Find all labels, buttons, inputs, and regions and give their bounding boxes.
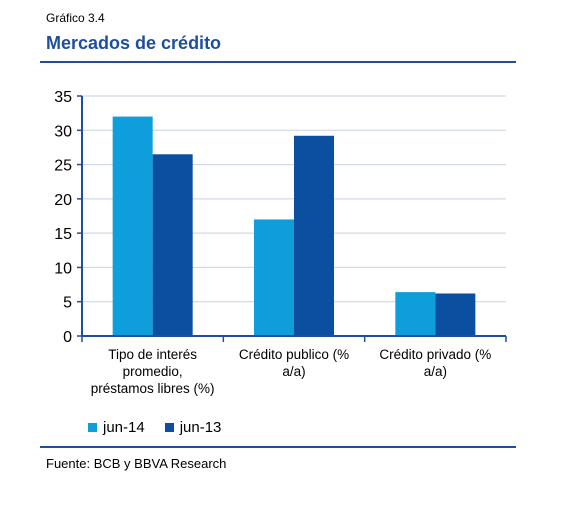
bar-jun-13-0 [152,154,193,336]
chart-title: Mercados de crédito [46,33,222,53]
y-tick-label: 0 [63,329,72,346]
bar-jun-14-2 [395,292,436,336]
y-tick-label: 15 [54,226,72,243]
x-category-labels: Tipo de interés promedio, préstamos libres… [91,347,491,396]
x-category-label: Crédito publico (% [239,347,349,362]
bar-jun-13-1 [294,135,334,336]
bars [112,116,476,336]
y-tick-labels: 0 5 10 15 20 25 30 35 [54,89,82,346]
x-category-label: a/a) [424,364,447,379]
bar-jun-14-0 [112,116,153,336]
y-tick-label: 10 [54,260,72,277]
x-category-label: promedio, [123,364,183,379]
y-tick-label: 30 [54,123,72,140]
legend-swatch-jun13 [164,423,174,432]
legend: jun-14 jun-13 [88,419,241,436]
legend-item-jun14: jun-14 [88,419,145,436]
y-tick-label: 35 [54,89,72,106]
source-note: Fuente: BCB y BBVA Research [46,456,227,471]
chart-number-label: Gráfico 3.4 [46,11,105,25]
axes [81,96,507,342]
x-category-label: a/a) [282,364,305,379]
legend-label-jun13: jun-13 [179,419,222,436]
y-tick-label: 5 [63,295,72,312]
bottom-divider [40,446,516,448]
x-category-label: préstamos libres (%) [91,381,215,396]
legend-item-jun13: jun-13 [164,419,222,436]
bar-chart: 0 5 10 15 20 25 30 35 Tipo de interés promedio, p… [54,89,507,396]
bar-jun-14-1 [254,219,294,336]
legend-swatch-jun14 [88,423,97,432]
top-divider [40,61,516,63]
y-tick-label: 25 [54,158,72,175]
x-category-label: Tipo de interés [108,347,197,362]
bar-jun-13-2 [435,293,476,336]
y-tick-label: 20 [54,192,72,209]
x-category-label: Crédito privado (% [379,347,491,362]
legend-label-jun14: jun-14 [103,419,145,436]
